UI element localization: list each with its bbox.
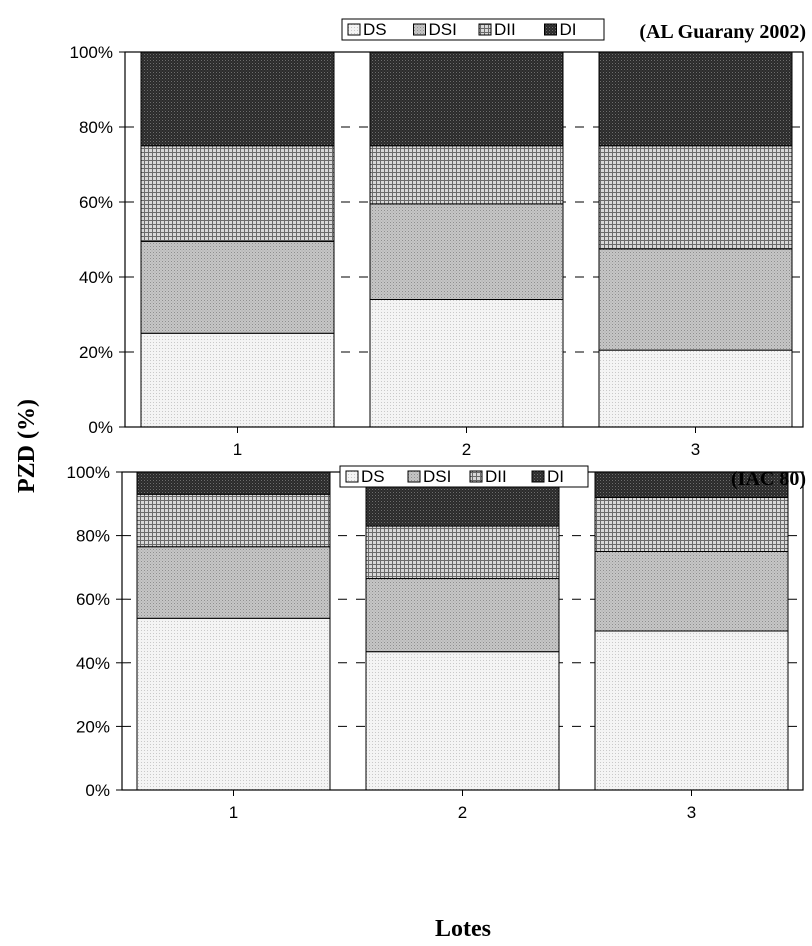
bar-segment-dsi-lote-3 xyxy=(598,248,793,351)
y-tick-label: 60% xyxy=(79,193,113,212)
chart-title: (AL Guarany 2002) xyxy=(639,21,806,43)
legend-swatch-dii xyxy=(478,23,492,36)
chart-panel-al-guarany: 0% 20% 40% 60% 80% 100% 1 2 3 DS DSI DII DI (AL Guara… xyxy=(70,18,806,459)
y-tick-label: 40% xyxy=(79,268,113,287)
x-tick-label: 2 xyxy=(462,440,471,459)
legend-label-di: DI xyxy=(547,467,564,486)
chart-panel-iac-80: 0% 20% 40% 60% 80% 100% 1 2 3 DS DSI DII DI (IAC 80) xyxy=(67,463,806,822)
legend-swatch-di xyxy=(544,23,557,36)
bar-segment-dsi-lote-2 xyxy=(365,578,560,653)
bar-segment-dsi-lote-1 xyxy=(140,240,335,334)
x-tick-label: 3 xyxy=(687,803,696,822)
legend-label-di: DI xyxy=(560,20,577,39)
y-tick-label: 100% xyxy=(70,43,113,62)
bar-segment-dsi-lote-2 xyxy=(369,203,564,300)
y-axis-title: PZD (%) xyxy=(14,399,40,493)
x-tick-label: 2 xyxy=(458,803,467,822)
bar-segment-di-lote-3 xyxy=(598,51,793,147)
x-tick-label: 3 xyxy=(691,440,700,459)
bar-segment-dii-lote-1 xyxy=(140,145,335,242)
legend-label-dsi: DSI xyxy=(429,20,457,39)
bar-segment-di-lote-3 xyxy=(594,471,789,498)
legend-swatch-dii xyxy=(469,470,483,483)
y-tick-label: 20% xyxy=(79,343,113,362)
bar-segment-di-lote-2 xyxy=(369,51,564,147)
legend-label-dii: DII xyxy=(494,20,516,39)
legend-swatch-dsi xyxy=(407,470,421,483)
legend-swatch-ds xyxy=(345,470,359,483)
bar-segment-di-lote-1 xyxy=(140,51,335,147)
bar-segment-dii-lote-2 xyxy=(365,525,560,580)
legend-swatch-ds xyxy=(347,23,361,36)
y-tick-label: 20% xyxy=(76,717,110,736)
x-axis-title: Lotes xyxy=(435,916,491,942)
bar-segment-ds-lote-1 xyxy=(140,332,335,428)
bar-segment-dsi-lote-3 xyxy=(594,551,789,632)
bar-segment-ds-lote-2 xyxy=(369,299,564,428)
bar-segment-dsi-lote-1 xyxy=(136,546,331,619)
y-tick-label: 0% xyxy=(88,418,113,437)
y-tick-label: 100% xyxy=(67,463,110,482)
bar-segment-ds-lote-1 xyxy=(136,617,331,791)
bar-segment-dii-lote-2 xyxy=(369,145,564,205)
legend-swatch-di xyxy=(531,470,545,483)
legend-label-dsi: DSI xyxy=(423,467,451,486)
x-tick-label: 1 xyxy=(229,803,238,822)
bar-segment-di-lote-1 xyxy=(136,471,331,495)
legend-label-dii: DII xyxy=(485,467,507,486)
legend-box xyxy=(339,465,589,488)
bar-segment-ds-lote-3 xyxy=(594,630,789,791)
legend-label-ds: DS xyxy=(361,467,385,486)
bar-segment-ds-lote-2 xyxy=(365,651,560,791)
bar-segment-ds-lote-3 xyxy=(598,349,793,428)
legend-swatch-dsi xyxy=(413,23,426,36)
y-tick-label: 0% xyxy=(85,781,110,800)
bar-segment-dii-lote-3 xyxy=(594,496,789,553)
legend-box xyxy=(341,18,605,41)
y-tick-label: 80% xyxy=(76,527,110,546)
y-tick-label: 60% xyxy=(76,590,110,609)
bar-segment-dii-lote-1 xyxy=(136,493,331,548)
x-tick-label: 1 xyxy=(233,440,242,459)
y-tick-label: 80% xyxy=(79,118,113,137)
y-tick-label: 40% xyxy=(76,654,110,673)
plot-area-frame xyxy=(124,51,804,428)
chart-title: (IAC 80) xyxy=(731,468,806,490)
bar-segment-dii-lote-3 xyxy=(598,145,793,250)
legend-label-ds: DS xyxy=(363,20,387,39)
